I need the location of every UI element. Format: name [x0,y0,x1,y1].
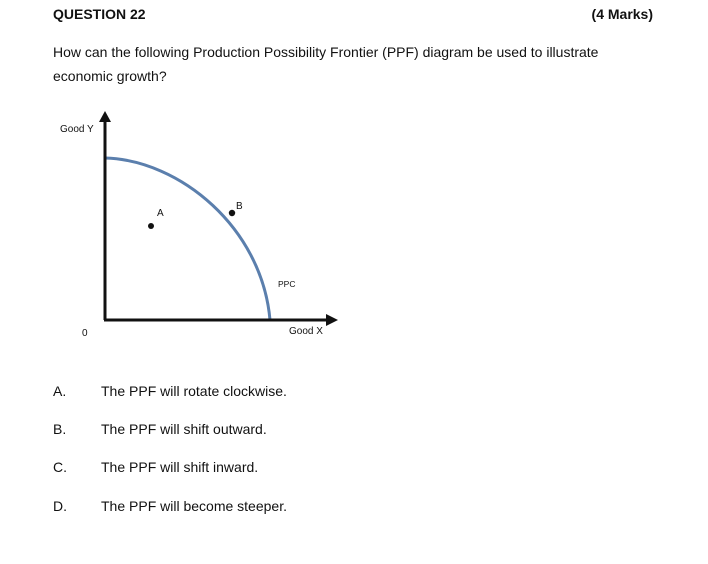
option-letter: B. [53,421,67,437]
option-text: The PPF will become steeper. [101,498,287,514]
option-text: The PPF will rotate clockwise. [101,383,287,399]
question-marks: (4 Marks) [591,6,653,22]
ppf-curve [104,156,272,321]
point-a [148,223,154,229]
question-text: How can the following Production Possibi… [53,44,599,84]
x-axis-arrow [326,314,338,326]
question-header: QUESTION 22 (4 Marks) [53,6,653,26]
option-letter: D. [53,498,67,514]
option-letter: C. [53,459,67,475]
curve-label: PPC [278,279,295,289]
x-axis-label: Good X [289,326,323,337]
point-a-label: A [157,208,164,219]
option-text: The PPF will shift outward. [101,421,267,437]
point-b-label: B [236,201,243,212]
point-b [228,209,236,217]
question-title: QUESTION 22 [53,6,146,22]
y-axis-arrow [99,111,111,122]
y-axis-label: Good Y [60,124,94,135]
option-text: The PPF will shift inward. [101,459,259,475]
option-letter: A. [53,383,67,399]
origin-label: 0 [82,328,88,339]
